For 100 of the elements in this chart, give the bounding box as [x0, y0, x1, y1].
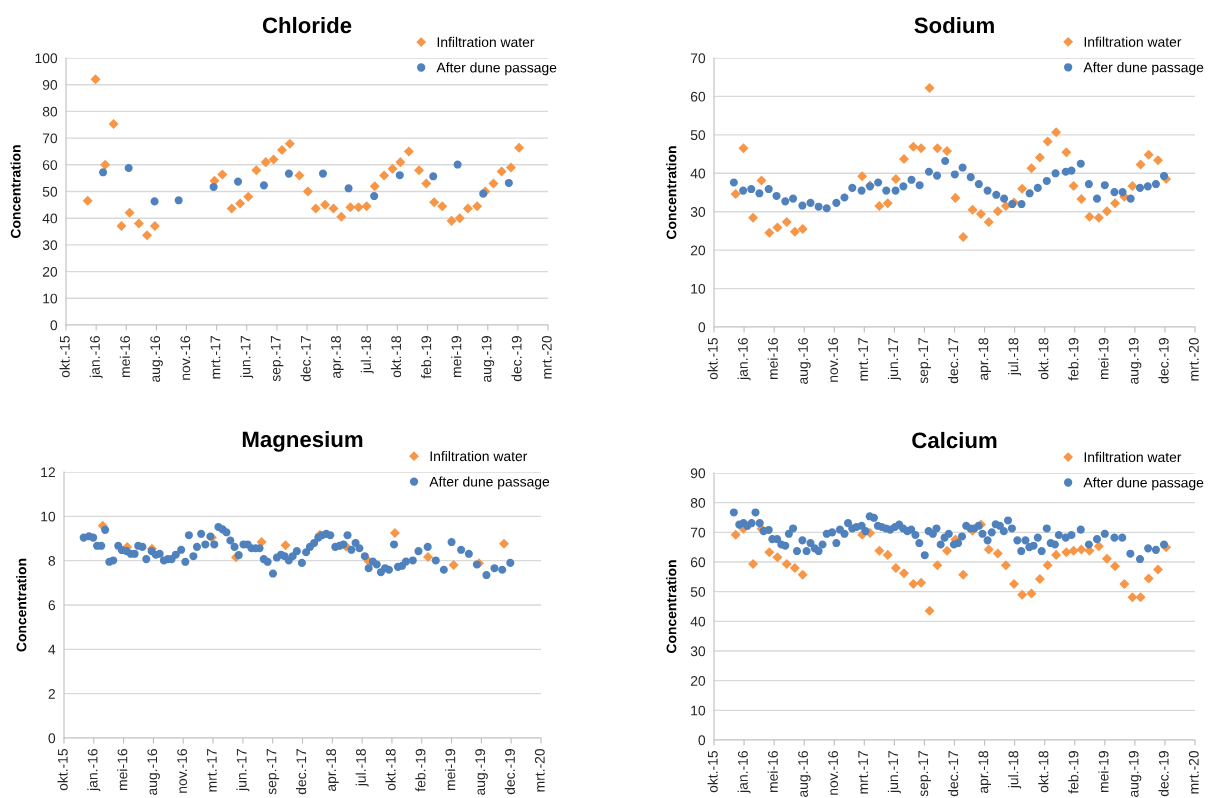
y-tick-label: 30 — [690, 646, 706, 657]
x-tick-label: mrt.-20 — [541, 335, 552, 379]
point — [1093, 541, 1104, 552]
point — [369, 181, 380, 192]
point — [320, 199, 331, 210]
point — [755, 189, 764, 198]
point — [1076, 544, 1087, 555]
point — [1092, 194, 1102, 203]
x-tick-label: nov.-16 — [828, 338, 838, 382]
x-tick-label: nov.-16 — [180, 336, 191, 380]
point — [941, 145, 952, 156]
point — [764, 547, 775, 558]
x-tick-label: okt.-15 — [59, 336, 70, 378]
point — [974, 180, 983, 189]
x-tick-label: jul.-18 — [1008, 338, 1022, 376]
y-tick-label: 10 — [43, 293, 58, 304]
x-tick-label: jan.-16 — [737, 751, 751, 794]
point — [941, 545, 952, 556]
x-tick-label: sep.-17 — [918, 751, 931, 797]
y-tick-label: 20 — [42, 266, 58, 277]
point — [933, 171, 942, 180]
point — [82, 195, 93, 206]
point — [975, 209, 986, 220]
y-tick-label: 70 — [690, 527, 706, 538]
point — [462, 203, 473, 214]
point — [772, 191, 781, 201]
y-tick-label: 70 — [42, 133, 58, 144]
y-tick-label: 6 — [48, 600, 56, 611]
y-tick-label: 100 — [35, 53, 58, 64]
point — [1093, 212, 1104, 223]
point — [336, 211, 347, 222]
point — [1110, 198, 1121, 209]
point — [504, 178, 513, 187]
x-tick-label: aug.-16 — [798, 751, 811, 797]
point — [806, 198, 815, 207]
point — [174, 196, 183, 205]
point — [116, 220, 127, 231]
point — [100, 159, 111, 170]
point — [1061, 147, 1072, 158]
point — [798, 201, 807, 210]
point — [992, 190, 1001, 199]
point — [414, 165, 425, 176]
y-tick-label: 60 — [690, 91, 706, 102]
point — [1051, 549, 1062, 560]
y-tick-label: 12 — [41, 467, 55, 478]
chart-title: Sodium — [914, 16, 994, 34]
point — [395, 157, 406, 168]
point — [294, 170, 305, 181]
x-tick-label: feb.-19 — [415, 749, 426, 792]
y-tick-label: 40 — [690, 616, 706, 627]
point — [730, 529, 741, 540]
x-tick-label: jul.-18 — [1008, 751, 1022, 789]
point — [882, 549, 893, 560]
y-tick-label: 60 — [42, 160, 58, 170]
point — [1068, 180, 1079, 191]
point — [395, 171, 404, 180]
x-tick-label: jul.-18 — [360, 336, 374, 374]
point — [226, 203, 237, 214]
x-tick-label: dec.-19 — [511, 336, 522, 382]
x-tick-label: jan.-16 — [89, 336, 103, 379]
y-tick-label: 40 — [690, 168, 706, 179]
point — [966, 173, 975, 182]
point — [124, 207, 135, 218]
point — [361, 201, 372, 212]
point — [108, 118, 119, 129]
point — [756, 175, 767, 186]
legend-label: After dune passage — [429, 476, 550, 490]
point — [403, 146, 414, 157]
x-tick-label: okt.-15 — [707, 751, 718, 793]
legend-label: After dune passage — [1083, 62, 1204, 76]
y-tick-label: 80 — [690, 498, 706, 508]
point — [1051, 127, 1062, 138]
point — [276, 145, 287, 156]
point — [1118, 188, 1127, 197]
x-tick-label: sep.-17 — [270, 336, 284, 382]
x-tick-label: dec.-19 — [1158, 338, 1169, 384]
point — [318, 169, 328, 178]
y-tick-label: 50 — [690, 587, 706, 597]
point — [1017, 183, 1028, 194]
y-tick-label: 0 — [698, 735, 706, 746]
point — [890, 562, 901, 573]
point — [150, 197, 159, 206]
x-tick-label: dec.-17 — [948, 338, 959, 384]
point — [983, 544, 994, 555]
point — [1033, 183, 1042, 192]
point — [983, 217, 994, 228]
point — [133, 218, 144, 229]
y-tick-label: 2 — [48, 689, 55, 699]
y-axis-title: Concentration — [16, 558, 27, 652]
point — [379, 170, 390, 181]
point — [1076, 194, 1087, 205]
point — [280, 540, 291, 551]
x-tick-label: mrt.-20 — [1188, 750, 1199, 794]
point — [1017, 199, 1026, 209]
x-tick-label: aug.-19 — [475, 749, 488, 795]
point — [822, 204, 831, 213]
point — [429, 197, 440, 208]
x-tick-label: okt.-18 — [390, 336, 402, 378]
chart-title: Calcium — [912, 431, 997, 449]
x-tick-label: sep.-17 — [266, 749, 280, 795]
